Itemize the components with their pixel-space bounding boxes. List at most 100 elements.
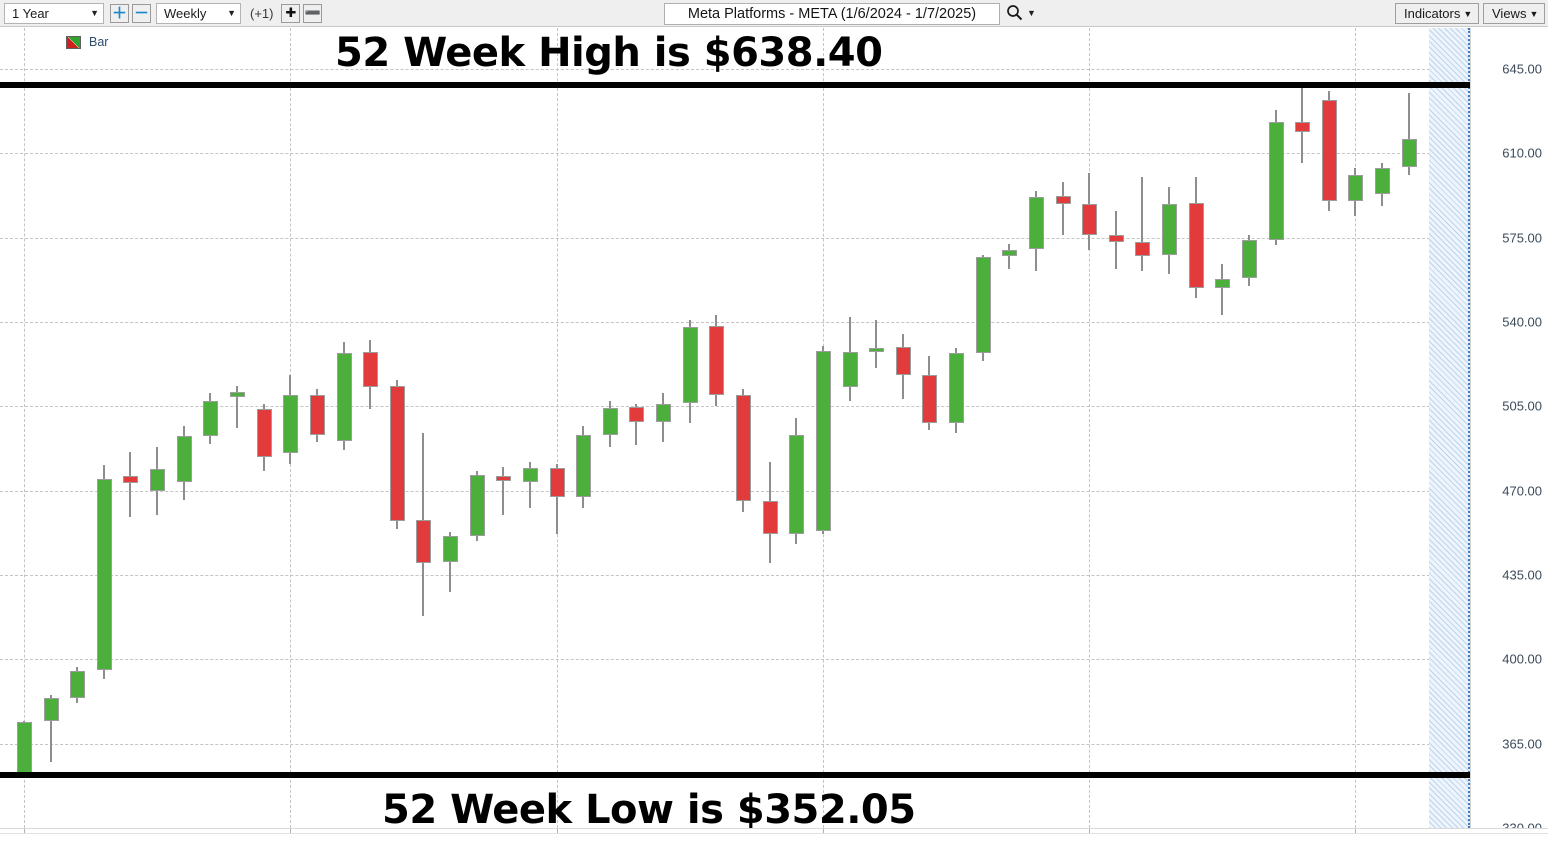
candlestick[interactable] — [1321, 28, 1337, 828]
candle-body-down — [1294, 121, 1310, 132]
candlestick[interactable] — [762, 28, 778, 828]
candle-body-down — [762, 500, 778, 535]
candlestick[interactable] — [655, 28, 671, 828]
candlestick[interactable] — [229, 28, 245, 828]
candlestick[interactable] — [362, 28, 378, 828]
candlestick[interactable] — [549, 28, 565, 828]
candlestick[interactable] — [975, 28, 991, 828]
candlestick[interactable] — [336, 28, 352, 828]
candle-wick — [1141, 177, 1143, 272]
candlestick[interactable] — [1028, 28, 1044, 828]
candle-body-up — [176, 435, 192, 483]
candlestick[interactable] — [842, 28, 858, 828]
chevron-down-icon: ▼ — [90, 7, 99, 18]
y-axis[interactable]: 645.00 610.00 575.00 540.00 505.00 470.00 435.… — [1470, 28, 1548, 836]
candlestick[interactable] — [1294, 28, 1310, 828]
candle-body-down — [708, 326, 724, 396]
candlestick[interactable] — [788, 28, 804, 828]
candlestick[interactable] — [1347, 28, 1363, 828]
x-axis-tick-mark — [290, 829, 291, 834]
horizontal-gridline — [0, 743, 1470, 745]
candlestick[interactable] — [1401, 28, 1417, 828]
zoom-in-button[interactable]: ＋ — [110, 3, 129, 23]
candle-body-up — [868, 347, 884, 353]
candlestick[interactable] — [256, 28, 272, 828]
price-plot[interactable]: 52 Week High is $638.40 52 Week Low is $3… — [0, 28, 1470, 828]
candlestick[interactable] — [1001, 28, 1017, 828]
candlestick[interactable] — [16, 28, 32, 828]
candle-body-down — [256, 409, 272, 457]
candlestick[interactable] — [122, 28, 138, 828]
candlestick[interactable] — [1188, 28, 1204, 828]
candlestick[interactable] — [1214, 28, 1230, 828]
candle-wick — [875, 319, 877, 368]
plot-right-edge-marker — [1468, 28, 1470, 828]
candlestick[interactable] — [149, 28, 165, 828]
candlestick[interactable] — [96, 28, 112, 828]
range-select[interactable]: 1 Year ▼ — [4, 2, 104, 24]
candlestick[interactable] — [309, 28, 325, 828]
candlestick[interactable] — [895, 28, 911, 828]
candle-body-up — [842, 352, 858, 388]
candlestick[interactable] — [1055, 28, 1071, 828]
search-icon[interactable] — [1006, 4, 1023, 21]
candlestick[interactable] — [708, 28, 724, 828]
candle-body-down — [549, 468, 565, 498]
candlestick[interactable] — [1081, 28, 1097, 828]
frequency-select-value: Weekly — [164, 5, 207, 21]
candlestick[interactable] — [43, 28, 59, 828]
candle-body-up — [655, 403, 671, 422]
candlestick[interactable] — [389, 28, 405, 828]
candlestick[interactable] — [69, 28, 85, 828]
indicators-button[interactable]: Indicators ▼ — [1395, 3, 1479, 24]
candle-body-up — [69, 670, 85, 698]
candlestick[interactable] — [921, 28, 937, 828]
y-axis-tick-label: 435.00 — [1502, 567, 1542, 583]
zoom-out-button[interactable]: － — [132, 3, 151, 23]
candle-body-down — [895, 347, 911, 375]
candlestick[interactable] — [1108, 28, 1124, 828]
candle-wick — [1062, 182, 1064, 236]
candlestick[interactable] — [442, 28, 458, 828]
candle-body-down — [415, 520, 431, 563]
symbol-input[interactable]: Meta Platforms - META (1/6/2024 - 1/7/20… — [664, 3, 1000, 25]
candlestick[interactable] — [682, 28, 698, 828]
candlestick[interactable] — [868, 28, 884, 828]
candlestick[interactable] — [735, 28, 751, 828]
horizontal-gridline — [0, 68, 1470, 70]
candlestick[interactable] — [948, 28, 964, 828]
52-week-high-line — [0, 81, 1470, 88]
candlestick[interactable] — [202, 28, 218, 828]
chart-container: 52 Week High is $638.40 52 Week Low is $3… — [0, 28, 1548, 861]
candlestick[interactable] — [522, 28, 538, 828]
candlestick[interactable] — [602, 28, 618, 828]
candlestick[interactable] — [282, 28, 298, 828]
candlestick[interactable] — [1134, 28, 1150, 828]
candlestick[interactable] — [176, 28, 192, 828]
chart-legend[interactable]: Bar — [66, 35, 108, 49]
views-button[interactable]: Views ▼ — [1483, 3, 1545, 24]
candlestick[interactable] — [575, 28, 591, 828]
horizontal-gridline — [0, 153, 1470, 155]
candlestick[interactable] — [495, 28, 511, 828]
candlestick[interactable] — [1241, 28, 1257, 828]
y-axis-tick-label: 540.00 — [1502, 314, 1542, 330]
candle-body-up — [1214, 278, 1230, 288]
offset-decrease-button[interactable]: ➖ — [303, 3, 323, 23]
candle-wick — [556, 464, 558, 535]
candlestick[interactable] — [469, 28, 485, 828]
frequency-select[interactable]: Weekly ▼ — [156, 2, 241, 24]
chevron-down-icon[interactable]: ▼ — [1027, 7, 1036, 18]
candlestick[interactable] — [1268, 28, 1284, 828]
y-axis-tick-label: 400.00 — [1502, 651, 1542, 667]
candle-wick — [50, 695, 52, 763]
candlestick[interactable] — [628, 28, 644, 828]
symbol-search-control[interactable]: ▼ — [1006, 4, 1036, 21]
candlestick[interactable] — [415, 28, 431, 828]
candlestick[interactable] — [1374, 28, 1390, 828]
candlestick[interactable] — [1161, 28, 1177, 828]
candle-body-up — [975, 256, 991, 353]
x-axis-tick-mark — [1355, 829, 1356, 834]
candlestick[interactable] — [815, 28, 831, 828]
offset-increase-button[interactable]: ✚ — [281, 3, 301, 23]
